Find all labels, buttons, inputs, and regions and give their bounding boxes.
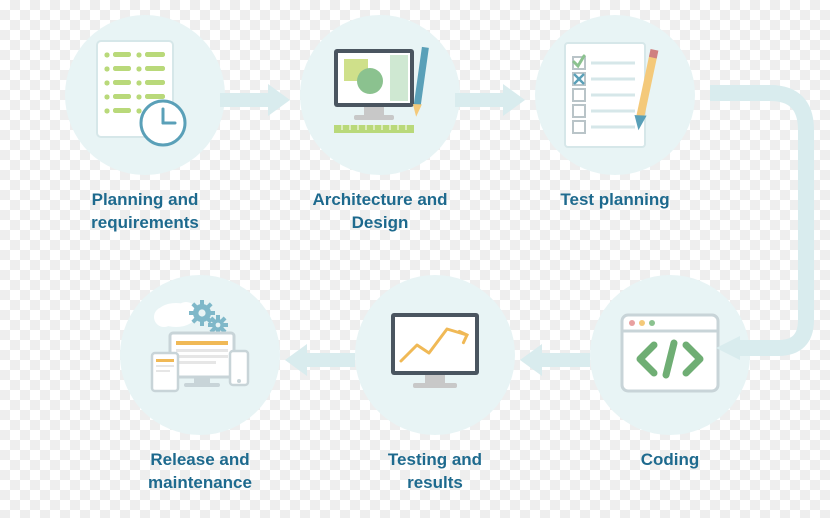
stage-planning-label: Planning and requirements [91,189,199,235]
stage-testing-label: Testing and results [388,449,482,495]
stage-architecture-icon [300,15,460,175]
stage-testing: Testing and results [335,275,535,495]
arrow-architecture-to-testplan [455,80,525,125]
stage-release-icon [120,275,280,435]
stage-planning: Planning and requirements [45,15,245,235]
stage-architecture-label: Architecture and Design [312,189,447,235]
arrow-coding-to-testing [520,340,590,385]
stage-architecture: Architecture and Design [280,15,480,235]
stage-coding-label: Coding [641,449,700,472]
stage-release: Release and maintenance [100,275,300,495]
stage-testplan-icon [535,15,695,175]
stage-planning-icon [65,15,225,175]
arrow-testplan-to-coding [710,80,820,375]
stage-testplan: Test planning [515,15,715,212]
arrow-testing-to-release [285,340,355,385]
arrow-planning-to-architecture [220,80,290,125]
stage-testing-icon [355,275,515,435]
stage-testplan-label: Test planning [560,189,669,212]
stage-release-label: Release and maintenance [148,449,252,495]
